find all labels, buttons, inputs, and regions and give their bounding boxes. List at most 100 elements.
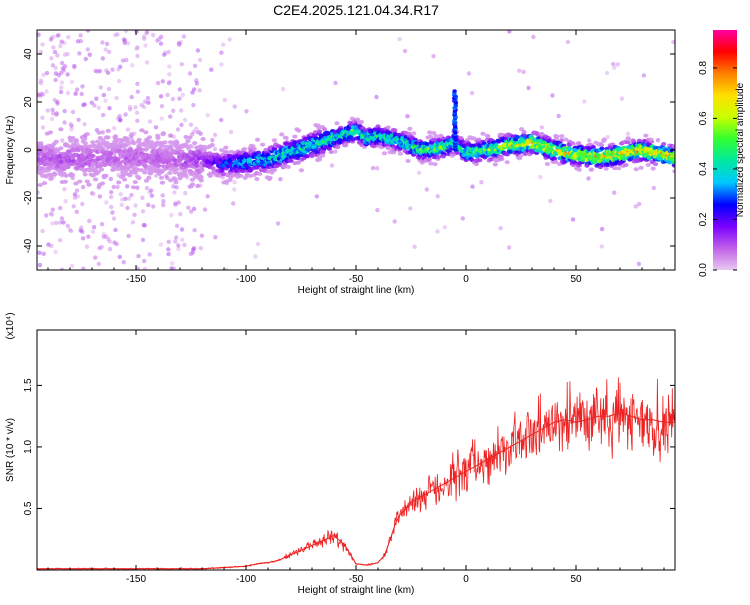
spectrogram-cell (114, 241, 119, 247)
spectrogram-cell (105, 135, 111, 140)
spectrogram-cell (221, 172, 227, 177)
spectrogram-cell (427, 130, 433, 135)
spectrogram-cell (333, 80, 338, 86)
spectrogram-cell (159, 143, 165, 148)
spectrogram-cell (633, 158, 639, 163)
spectrogram-cell (477, 158, 483, 163)
spectrogram-cell (54, 147, 60, 152)
spectrogram-cell (136, 176, 142, 181)
spectrogram-cell (191, 144, 196, 149)
spectrogram-cell (469, 90, 475, 96)
spectrogram-cell (105, 128, 111, 133)
spectrogram-x-tick-label: 50 (570, 274, 582, 285)
spectrogram-cell (124, 138, 130, 143)
spectrogram-cell (279, 132, 285, 137)
spectrogram-cell (98, 163, 104, 167)
snr-x-tick-label: -100 (236, 574, 256, 585)
spectrogram-cell (266, 177, 272, 181)
spectrogram-cell (62, 108, 67, 114)
spectrogram-cell (121, 260, 126, 265)
spectrogram-cell (260, 142, 266, 147)
spectrogram-cell (210, 138, 215, 143)
spectrogram-cell (605, 134, 610, 140)
spectrogram-cell (599, 143, 605, 148)
colorbar-tick-label: 0.4 (698, 162, 709, 176)
spectrogram-cell (219, 50, 224, 55)
spectrogram-cell (164, 173, 169, 179)
spectrogram-cell (143, 43, 148, 48)
spectrogram-cell (48, 176, 54, 181)
spectrogram-cell (109, 190, 114, 195)
spectrogram-cell (62, 64, 68, 69)
spectrogram-cell (538, 174, 543, 180)
spectrogram-cell (315, 123, 321, 128)
spectrogram-cell (128, 133, 134, 138)
spectrogram-cell (53, 220, 59, 226)
spectrogram-cell (109, 204, 114, 210)
spectrogram-cell (132, 212, 137, 217)
spectrogram-cell (179, 227, 185, 232)
spectrogram-cell (265, 169, 271, 174)
spectrogram-cell (219, 117, 224, 123)
spectrogram-cell (182, 172, 188, 176)
spectrogram-cell (66, 35, 71, 40)
spectrogram-cell (244, 109, 249, 114)
spectrogram-cell (498, 226, 503, 231)
spectrogram-cell (199, 165, 205, 170)
spectrogram-cell (44, 70, 50, 76)
spectrogram-cell (107, 106, 112, 111)
spectrogram-cell (176, 246, 181, 252)
spectrogram-cell (167, 72, 172, 77)
spectrogram-cell (38, 49, 43, 55)
spectrogram-cell (406, 131, 412, 136)
spectrogram-cell (197, 88, 202, 93)
spectrogram-cell (182, 242, 187, 248)
spectrogram-cell (103, 47, 108, 52)
spectrogram-cell (67, 152, 73, 157)
spectrogram-cell (155, 80, 161, 86)
spectrogram-cell (570, 217, 576, 222)
spectrogram-cell (171, 108, 176, 114)
spectrogram-cell (50, 107, 55, 113)
spectrogram-cell (328, 150, 334, 154)
spectrogram-cell (118, 117, 123, 123)
spectrogram-cell (125, 41, 131, 46)
spectrogram-cell (49, 116, 55, 122)
spectrogram-cell (168, 114, 173, 119)
spectrogram-cell (227, 177, 233, 182)
spectrogram-cell (175, 127, 181, 132)
spectrogram-cell (209, 142, 215, 147)
spectrogram-cell (69, 79, 75, 85)
spectrogram-cell (212, 132, 218, 138)
spectrogram-cell (50, 212, 55, 217)
spectrogram-cell (37, 32, 41, 37)
spectrogram-cell (345, 126, 351, 131)
colorbar-tick-label: 0.0 (698, 263, 709, 277)
spectrogram-cell (599, 244, 604, 249)
spectrogram-cell (135, 118, 140, 124)
spectrogram-cell (159, 180, 165, 185)
spectrogram-cell (62, 179, 68, 184)
spectrogram-cell (426, 157, 432, 162)
spectrogram-cell (53, 139, 59, 144)
spectrogram-cell (144, 30, 150, 34)
spectrogram-cell (559, 134, 565, 139)
spectrogram-cell (61, 68, 66, 73)
spectrogram-cell (139, 103, 144, 108)
spectrogram-cell (480, 131, 486, 136)
colorbar-scale (713, 30, 737, 270)
spectrogram-cell (604, 70, 610, 76)
spectrogram-cell (192, 63, 198, 68)
spectrogram-cell (100, 130, 105, 135)
spectrogram-x-tick-label: 0 (463, 274, 469, 285)
spectrogram-cell (124, 57, 129, 63)
spectrogram-cell (479, 180, 484, 185)
spectrogram-cell (517, 68, 522, 73)
spectrogram-cell (107, 49, 112, 55)
spectrogram-cell (41, 251, 46, 256)
spectrogram-cell (89, 100, 95, 105)
spectrogram-cell (51, 34, 56, 39)
spectrogram-cell (435, 229, 440, 234)
spectrogram-cell (160, 193, 165, 198)
spectrogram-cell (147, 135, 153, 140)
